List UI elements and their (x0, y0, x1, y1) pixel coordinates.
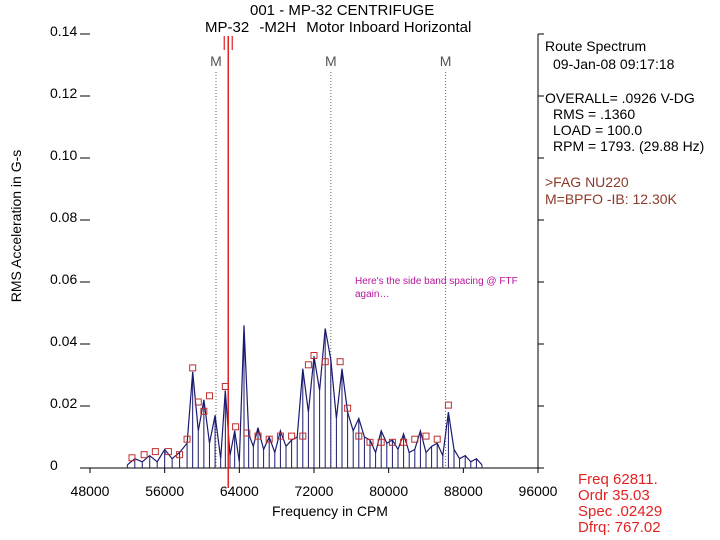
y-tick-label: 0.12 (50, 85, 77, 101)
peak-marker (310, 352, 318, 359)
y-tick-label: 0.02 (50, 395, 77, 411)
peak-marker (140, 451, 148, 459)
peak-marker (243, 429, 251, 437)
x-tick-label: 48000 (71, 483, 110, 499)
panel-date: 09-Jan-08 09:17:18 (553, 56, 675, 72)
peak-marker (433, 435, 441, 443)
peak-marker (344, 404, 352, 412)
peak-marker (444, 401, 452, 409)
peak-marker (288, 432, 296, 440)
point-description: Motor Inboard Horizontal (306, 19, 472, 36)
peak-marker (151, 448, 159, 456)
x-tick-label: 56000 (145, 483, 184, 499)
machine-id: MP-32 (205, 19, 250, 36)
point-id: -M2H (259, 19, 297, 36)
peak-marker (321, 358, 329, 366)
fault-marker-label: M (325, 53, 337, 69)
y-tick-label: 0.08 (50, 209, 77, 225)
peak-marker (400, 438, 408, 446)
peak-marker (304, 361, 312, 369)
peak-marker (299, 432, 307, 440)
panel-heading: Route Spectrum (545, 38, 647, 54)
chart-title: 001 - MP-32 CENTRIFUGE (250, 2, 435, 19)
peak-marker (164, 448, 172, 456)
peak-marker (232, 423, 240, 431)
peak-marker (183, 435, 191, 443)
spectrum-series (126, 325, 483, 468)
panel-overall: OVERALL= .0926 V-DG (545, 90, 695, 106)
x-tick-label: 96000 (519, 483, 558, 499)
y-tick-label: 0.14 (50, 23, 77, 39)
peak-marker (388, 438, 396, 446)
panel-rpm: RPM = 1793. (29.88 Hz) (553, 138, 705, 154)
peak-markers (128, 352, 452, 462)
peak-marker (355, 432, 363, 440)
peak-marker (194, 398, 202, 406)
x-tick-label: 64000 (220, 483, 259, 499)
panel-rms: RMS = .1360 (553, 106, 636, 122)
spectrum-line (126, 325, 483, 466)
fault-marker-label: M (440, 53, 452, 69)
x-tick-label: 72000 (295, 483, 334, 499)
peak-marker (336, 358, 344, 366)
y-tick-label: 0.04 (50, 333, 77, 349)
panel-bearing: >FAG NU220 (545, 174, 629, 190)
x-tick-label: 88000 (444, 483, 483, 499)
readout-spec: Spec .02429 (578, 503, 663, 520)
peak-marker (377, 438, 385, 446)
y-tick-label: 0.06 (50, 271, 77, 287)
readout-dfrq: Dfrq: 767.02 (578, 519, 661, 536)
panel-load: LOAD = 100.0 (553, 122, 643, 138)
peak-marker (200, 407, 208, 415)
peak-marker (422, 432, 430, 440)
readout-order: Ordr 35.03 (578, 487, 650, 504)
y-tick-label: 0 (50, 457, 58, 473)
cursor-line[interactable] (223, 36, 233, 488)
annotation-note: Here's the side band spacing @ FTF again… (355, 276, 518, 300)
peak-marker (254, 432, 262, 440)
peak-marker (265, 435, 273, 443)
y-tick-label: 0.10 (50, 147, 77, 163)
peak-marker (276, 432, 284, 440)
peak-marker (221, 383, 229, 390)
fault-marker-label: M (210, 53, 222, 69)
x-axis-label: Frequency in CPM (272, 503, 388, 519)
chart-subtitle: MP-32 -M2H Motor Inboard Horizontal (205, 19, 477, 36)
peak-marker (128, 454, 136, 462)
readout-freq: Freq 62811. (578, 471, 658, 488)
peak-marker (366, 438, 374, 446)
x-tick-label: 80000 (369, 483, 408, 499)
peak-marker (189, 364, 197, 372)
axis-ticks: 0 0.02 0.04 0.06 0.08 0.10 0.12 0.14 48000 56000 6… (50, 23, 558, 499)
peak-marker (176, 451, 184, 459)
peak-marker (411, 435, 419, 443)
y-axis-label: RMS Acceleration in G-s (8, 149, 24, 303)
peak-marker (205, 392, 213, 400)
panel-fault-frequency: M=BPFO -IB: 12.30K (545, 191, 677, 207)
